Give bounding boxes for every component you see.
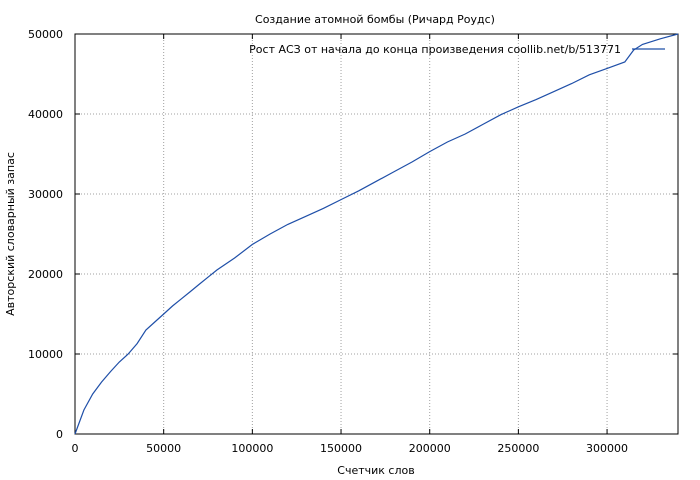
chart-title: Создание атомной бомбы (Ричард Роудс) <box>255 13 495 26</box>
y-tick-label: 30000 <box>28 188 63 201</box>
y-tick-label: 20000 <box>28 268 63 281</box>
axis-ticks: 0 50000 100000 150000 200000 250000 300000 0 100… <box>28 28 678 455</box>
legend: Рост АСЗ от начала до конца произведения… <box>249 43 665 56</box>
grid <box>75 33 678 434</box>
x-tick-label: 250000 <box>497 442 539 455</box>
y-tick-label: 50000 <box>28 28 63 41</box>
x-axis-label: Счетчик слов <box>337 464 414 477</box>
y-axis-label: Авторский словарный запас <box>4 152 17 316</box>
x-tick-label: 0 <box>72 442 79 455</box>
x-tick-label: 150000 <box>320 442 362 455</box>
y-tick-label: 0 <box>56 428 63 441</box>
x-tick-label: 100000 <box>231 442 273 455</box>
y-tick-label: 40000 <box>28 108 63 121</box>
x-tick-label: 300000 <box>586 442 628 455</box>
plot-border <box>74 33 679 435</box>
y-tick-label: 10000 <box>28 348 63 361</box>
x-tick-label: 200000 <box>409 442 451 455</box>
series-line <box>74 33 679 435</box>
legend-label: Рост АСЗ от начала до конца произведения… <box>249 43 621 56</box>
x-tick-label: 50000 <box>146 442 181 455</box>
